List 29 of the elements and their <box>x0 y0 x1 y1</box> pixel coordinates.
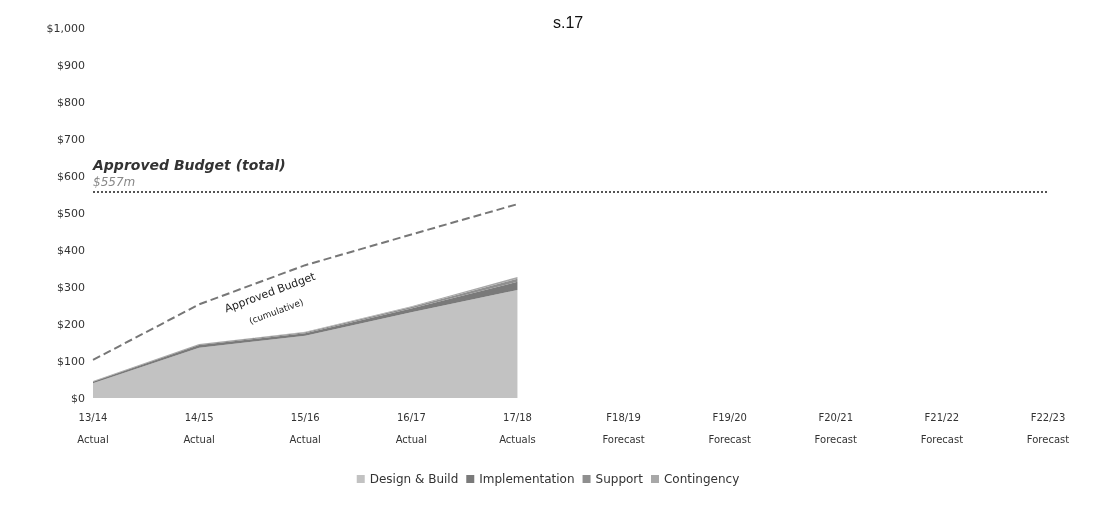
legend-label: Design & Build <box>369 472 459 486</box>
y-tick-label: $800 <box>57 95 85 109</box>
line-series <box>92 203 519 361</box>
x-tick-label: F19/20 Forecast <box>708 411 751 445</box>
x-tick-label: 14/15 Actual <box>183 411 215 445</box>
y-tick-label: $900 <box>57 58 85 72</box>
y-tick-label: $600 <box>57 169 85 183</box>
y-tick-label: $0 <box>71 391 85 405</box>
x-tick-label: 15/16 Actual <box>289 411 321 445</box>
legend-label: Support <box>595 472 644 486</box>
ref-line-label: Approved Budget (total) <box>92 156 286 173</box>
y-tick-label: $200 <box>57 317 85 331</box>
y-tick-label: $500 <box>57 206 85 220</box>
x-tick-label: 17/18 Actuals <box>499 411 536 445</box>
x-tick-label: F21/22 Forecast <box>920 411 964 445</box>
x-tick-label: F22/23 Forecast <box>1026 411 1070 445</box>
legend-label: Contingency <box>663 472 740 486</box>
y-tick-label: $700 <box>57 132 85 146</box>
y-tick-label: $100 <box>57 354 85 368</box>
legend-label: Implementation <box>479 472 575 486</box>
x-tick-label: 13/14 Actual <box>77 411 109 445</box>
x-tick-label: F20/21 Forecast <box>814 411 858 445</box>
y-tick-label: $300 <box>57 280 85 294</box>
annotation: $557m <box>93 174 136 189</box>
annotation: s.17 <box>553 13 584 31</box>
x-tick-label: F18/19 Forecast <box>602 411 645 445</box>
x-tick-label: 16/17 Actual <box>395 411 427 445</box>
y-tick-label: $1,000 <box>46 21 85 35</box>
y-tick-label: $400 <box>57 243 85 257</box>
